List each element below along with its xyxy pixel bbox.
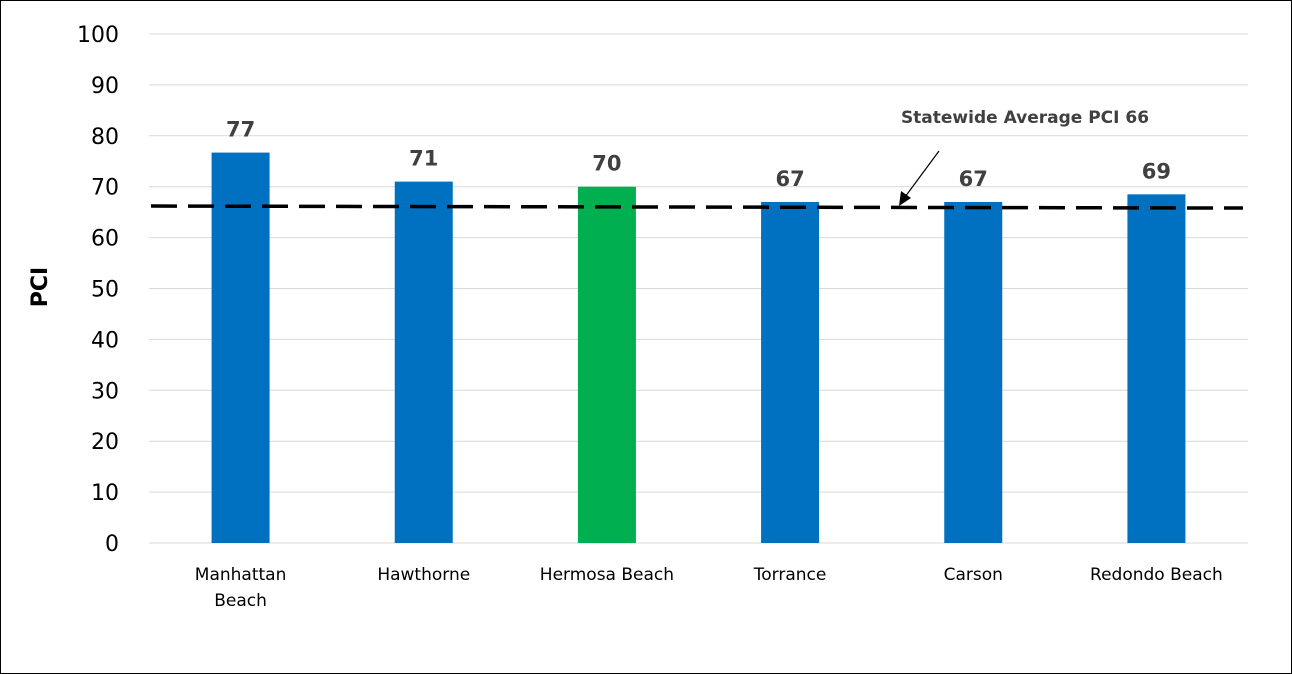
bar	[944, 201, 1003, 543]
y-tick-label: 0	[105, 532, 119, 557]
bar	[394, 181, 453, 544]
bar	[211, 152, 270, 544]
data-label: 67	[959, 167, 988, 191]
x-tick-label: Redondo Beach	[1090, 565, 1223, 585]
y-tick-label: 90	[91, 74, 119, 99]
data-label: 77	[226, 118, 255, 142]
bar	[761, 201, 820, 543]
reference-line-group	[150, 204, 1244, 210]
x-tick-label: Hermosa Beach	[540, 565, 674, 585]
y-tick-label: 70	[91, 176, 119, 201]
statewide-average-annotation: Statewide Average PCI 66	[901, 108, 1149, 128]
data-labels: 77 71 70 67 67 69	[226, 118, 1171, 191]
bars	[211, 152, 1186, 544]
y-tick-label: 40	[91, 328, 119, 353]
data-label: 71	[409, 147, 438, 171]
y-tick-label: 20	[91, 430, 119, 455]
data-label: 70	[592, 152, 621, 176]
data-label: 67	[775, 167, 804, 191]
bar	[577, 186, 636, 543]
annotation-arrow	[899, 150, 940, 206]
statewide-average-line	[150, 204, 1244, 210]
x-tick-label: Torrance	[753, 565, 827, 585]
y-tick-label: 30	[91, 379, 119, 404]
y-tick-label: 10	[91, 481, 119, 506]
y-axis-label: PCI	[28, 267, 53, 307]
x-tick-label: Hawthorne	[377, 565, 470, 585]
y-tick-label: 80	[91, 125, 119, 150]
x-axis-ticks: Manhattan Beach Hawthorne Hermosa Beach Torr…	[195, 565, 1223, 611]
data-label: 69	[1142, 159, 1171, 183]
x-tick-label: Carson	[944, 565, 1003, 585]
y-tick-label: 50	[91, 278, 119, 303]
x-tick-label: Manhattan Beach	[195, 565, 287, 611]
gridlines	[149, 33, 1248, 544]
bar	[1127, 194, 1186, 543]
y-axis-ticks: 0 10 20 30 40 50 60 70 80 90 100	[77, 23, 119, 557]
y-tick-label: 100	[77, 23, 119, 48]
y-tick-label: 60	[91, 227, 119, 252]
